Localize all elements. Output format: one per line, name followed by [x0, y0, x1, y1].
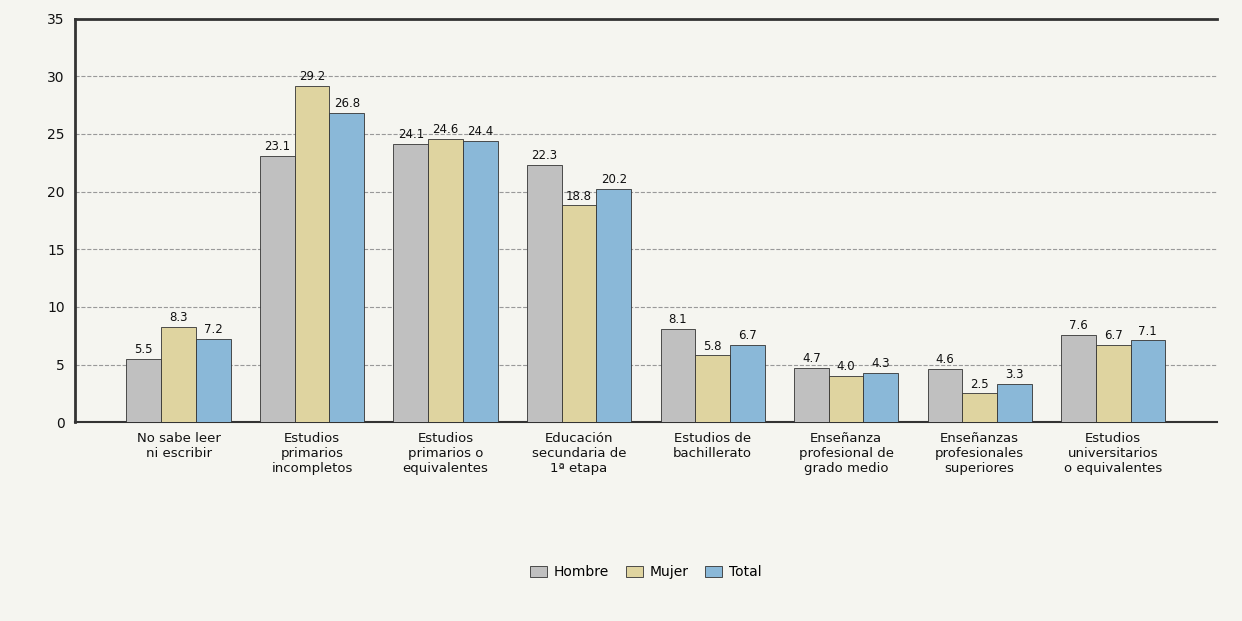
Legend: Hombre, Mujer, Total: Hombre, Mujer, Total [525, 560, 766, 585]
Text: 4.7: 4.7 [802, 352, 821, 365]
Bar [794, 368, 828, 422]
Text: 4.0: 4.0 [837, 360, 856, 373]
Bar [329, 113, 364, 422]
Text: 4.3: 4.3 [872, 357, 891, 369]
Bar [828, 376, 863, 422]
Bar [196, 339, 231, 422]
Text: 26.8: 26.8 [334, 97, 360, 111]
Bar [1061, 335, 1095, 422]
Text: 29.2: 29.2 [299, 70, 325, 83]
Text: 5.5: 5.5 [134, 343, 153, 356]
Text: 20.2: 20.2 [601, 173, 627, 186]
Text: 7.6: 7.6 [1069, 319, 1088, 332]
Text: 6.7: 6.7 [1104, 329, 1123, 342]
Bar [394, 144, 428, 422]
Text: 8.1: 8.1 [668, 313, 687, 326]
Bar [294, 86, 329, 422]
Bar [963, 394, 997, 422]
Text: 24.6: 24.6 [432, 123, 458, 135]
Bar [696, 355, 730, 422]
Bar [1130, 340, 1165, 422]
Bar [260, 156, 294, 422]
Text: 7.1: 7.1 [1139, 325, 1158, 338]
Text: 22.3: 22.3 [532, 149, 558, 162]
Bar [161, 327, 196, 422]
Text: 24.4: 24.4 [467, 125, 493, 138]
Bar [1095, 345, 1130, 422]
Text: 2.5: 2.5 [970, 378, 989, 391]
Bar [997, 384, 1032, 422]
Text: 4.6: 4.6 [935, 353, 954, 366]
Bar [730, 345, 765, 422]
Text: 3.3: 3.3 [1005, 368, 1023, 381]
Text: 7.2: 7.2 [204, 324, 222, 337]
Bar [463, 141, 498, 422]
Text: 6.7: 6.7 [738, 329, 756, 342]
Text: 8.3: 8.3 [169, 310, 188, 324]
Bar [127, 359, 161, 422]
Bar [596, 189, 631, 422]
Bar [527, 165, 561, 422]
Text: 5.8: 5.8 [703, 340, 722, 353]
Bar [661, 329, 696, 422]
Bar [863, 373, 898, 422]
Text: 23.1: 23.1 [265, 140, 291, 153]
Bar [561, 206, 596, 422]
Text: 18.8: 18.8 [566, 189, 592, 202]
Text: 24.1: 24.1 [397, 129, 424, 142]
Bar [428, 138, 463, 422]
Bar [928, 369, 963, 422]
